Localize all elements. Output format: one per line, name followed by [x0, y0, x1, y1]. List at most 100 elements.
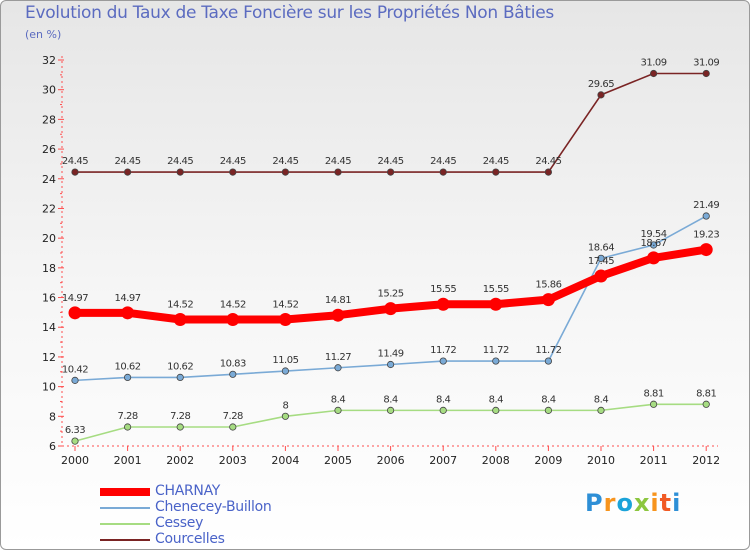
logo-letter: o — [616, 489, 634, 517]
legend-label-chenecey-buillon: Chenecey-Buillon — [155, 499, 272, 515]
point-charnay-2007 — [436, 297, 450, 311]
y-tick-label-16: 16 — [42, 292, 56, 305]
chart-title: Evolution du Taux de Taxe Foncière sur l… — [25, 3, 554, 23]
point-chenecey-buillon-2011 — [649, 241, 658, 249]
x-tick-label-2001: 2001 — [114, 454, 142, 467]
point-charnay-2002 — [173, 313, 187, 327]
point-courcelles-2006 — [386, 168, 395, 176]
point-courcelles-2008 — [492, 168, 500, 176]
data-label-chenecey-buillon-2004: 11.05 — [272, 355, 298, 366]
data-label-courcelles-2005: 24.45 — [325, 156, 351, 167]
y-axis-unit: (en %) — [25, 28, 62, 41]
data-label-cessey-2006: 8.4 — [383, 394, 398, 405]
data-label-charnay-2005: 14.81 — [325, 295, 351, 306]
data-label-chenecey-buillon-2000: 10.42 — [62, 364, 88, 375]
y-tick-label-8: 8 — [49, 410, 56, 423]
data-label-courcelles-2001: 24.45 — [115, 156, 141, 167]
logo-letter: r — [603, 489, 617, 517]
point-chenecey-buillon-2002 — [176, 373, 184, 382]
data-label-courcelles-2010: 29.65 — [588, 79, 614, 90]
point-charnay-2003 — [226, 313, 240, 327]
legend-label-charnay: CHARNAY — [155, 483, 221, 499]
point-cessey-2005 — [334, 406, 342, 414]
x-tick-label-2009: 2009 — [534, 454, 562, 467]
x-tick-label-2000: 2000 — [61, 454, 89, 467]
y-tick-label-24: 24 — [42, 173, 56, 186]
legend-swatch-charnay — [100, 488, 150, 496]
point-chenecey-buillon-2009 — [544, 357, 553, 365]
y-tick-label-26: 26 — [42, 143, 56, 156]
data-label-cessey-2007: 8.4 — [436, 394, 451, 405]
data-label-courcelles-2003: 24.45 — [220, 156, 246, 167]
point-charnay-2010 — [594, 269, 608, 283]
legend-label-courcelles: Courcelles — [155, 531, 225, 547]
x-tick-label-2006: 2006 — [377, 454, 405, 467]
point-courcelles-2000 — [71, 168, 79, 176]
point-courcelles-2001 — [124, 168, 132, 176]
point-charnay-2012 — [699, 243, 713, 257]
point-courcelles-2010 — [597, 91, 605, 99]
legend-swatch-courcelles — [100, 539, 150, 541]
data-label-cessey-2004: 8 — [282, 400, 288, 411]
data-label-cessey-2002: 7.28 — [170, 411, 190, 422]
data-label-courcelles-2006: 24.45 — [378, 156, 404, 167]
x-tick-label-2010: 2010 — [587, 454, 615, 467]
y-tick-label-10: 10 — [42, 381, 56, 394]
data-label-courcelles-2000: 24.45 — [62, 156, 88, 167]
point-cessey-2011 — [649, 400, 658, 408]
x-tick-label-2004: 2004 — [271, 454, 299, 467]
x-tick-label-2005: 2005 — [324, 454, 352, 467]
point-chenecey-buillon-2007 — [439, 357, 447, 365]
x-tick-label-2003: 2003 — [219, 454, 247, 467]
point-chenecey-buillon-2008 — [492, 357, 500, 365]
point-courcelles-2007 — [439, 168, 447, 176]
data-label-chenecey-buillon-2003: 10.83 — [220, 358, 246, 369]
data-label-charnay-2002: 14.52 — [167, 300, 193, 311]
data-label-cessey-2008: 8.4 — [489, 394, 504, 405]
data-label-charnay-2000: 14.97 — [62, 293, 88, 304]
point-chenecey-buillon-2006 — [386, 360, 395, 369]
data-label-chenecey-buillon-2012: 21.49 — [693, 200, 719, 211]
data-label-cessey-2009: 8.4 — [541, 394, 556, 405]
y-tick-label-32: 32 — [42, 54, 56, 67]
point-cessey-2001 — [124, 423, 132, 431]
data-label-cessey-2003: 7.28 — [223, 411, 243, 422]
point-chenecey-buillon-2005 — [334, 364, 342, 372]
point-cessey-2008 — [492, 406, 500, 414]
point-courcelles-2003 — [229, 168, 237, 176]
point-courcelles-2005 — [334, 168, 342, 176]
point-chenecey-buillon-2004 — [281, 367, 289, 375]
logo-letter: P — [585, 489, 604, 517]
point-cessey-2009 — [544, 406, 553, 414]
point-chenecey-buillon-2012 — [702, 212, 710, 220]
point-courcelles-2012 — [702, 69, 710, 78]
x-tick-label-2008: 2008 — [482, 454, 510, 467]
data-label-chenecey-buillon-2010: 18.64 — [588, 242, 614, 253]
legend-item-chenecey-buillon: Chenecey-Buillon — [100, 499, 320, 516]
data-label-chenecey-buillon-2011: 19.54 — [641, 229, 667, 240]
point-cessey-2007 — [439, 406, 447, 414]
data-label-courcelles-2004: 24.45 — [272, 156, 298, 167]
point-charnay-2009 — [541, 293, 555, 307]
point-charnay-2001 — [121, 306, 135, 320]
data-label-charnay-2004: 14.52 — [272, 300, 298, 311]
data-label-charnay-2001: 14.97 — [115, 293, 141, 304]
legend-swatch-cessey — [100, 523, 150, 525]
point-cessey-2012 — [702, 400, 710, 408]
data-label-courcelles-2011: 31.09 — [641, 58, 667, 69]
point-courcelles-2009 — [544, 168, 553, 176]
point-cessey-2004 — [281, 412, 289, 420]
y-tick-label-14: 14 — [42, 321, 56, 334]
point-courcelles-2004 — [281, 168, 289, 176]
point-courcelles-2011 — [649, 69, 658, 78]
data-label-charnay-2012: 19.23 — [693, 230, 719, 241]
x-tick-label-2007: 2007 — [429, 454, 457, 467]
data-label-cessey-2012: 8.81 — [696, 388, 716, 399]
legend-item-charnay: CHARNAY — [100, 483, 320, 500]
point-chenecey-buillon-2003 — [229, 370, 237, 378]
data-label-charnay-2003: 14.52 — [220, 300, 246, 311]
logo-letter: t — [659, 489, 673, 517]
legend-item-cessey: Cessey — [100, 515, 320, 532]
